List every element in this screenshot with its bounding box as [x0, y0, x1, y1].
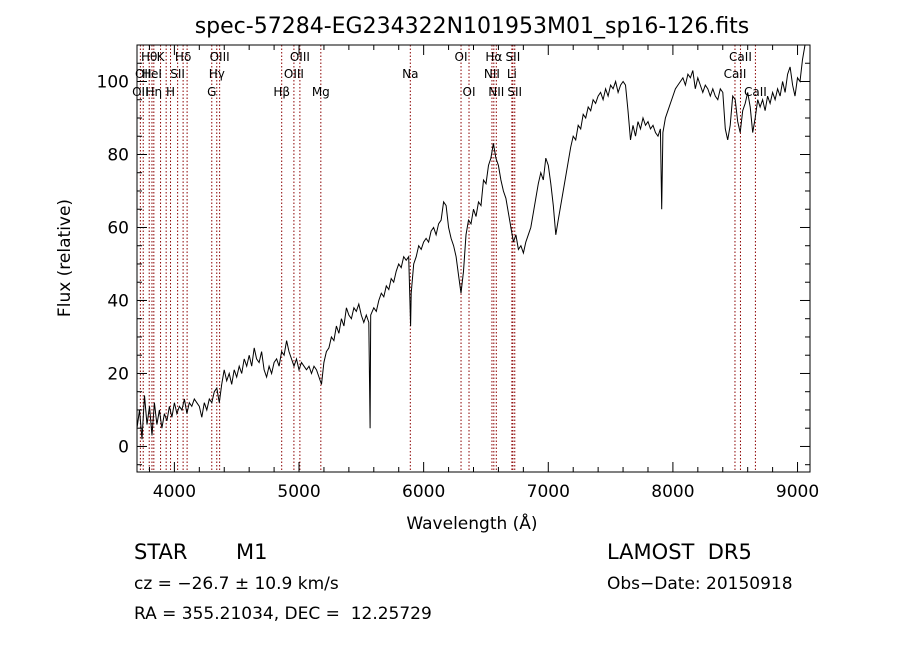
line-label: OIII — [210, 50, 230, 64]
line-label: OIII — [290, 50, 310, 64]
line-label: SII — [170, 67, 185, 81]
survey-name: LAMOST DR5 — [607, 540, 752, 564]
x-tick-label: 8000 — [651, 482, 694, 502]
line-label: OI — [455, 50, 468, 64]
sky-coordinates: RA = 355.21034, DEC = 12.25729 — [134, 604, 432, 624]
line-label: OI — [463, 85, 476, 99]
x-tick-label: 9000 — [776, 482, 819, 502]
line-label: SII — [507, 85, 522, 99]
line-label: Hβ — [273, 85, 290, 99]
line-label: CaII — [729, 50, 752, 64]
line-label: NII — [488, 85, 504, 99]
y-tick-label: 20 — [107, 364, 129, 384]
line-label: Hγ — [209, 67, 225, 81]
line-label: Hα — [485, 50, 502, 64]
chart-title: spec-57284-EG234322N101953M01_sp16-126.f… — [195, 14, 750, 39]
y-tick-label: 60 — [107, 218, 129, 238]
x-tick-label: 4000 — [153, 482, 196, 502]
line-label: K — [157, 50, 166, 64]
line-label: Hη — [146, 85, 163, 99]
spectral-line-labels: OII OII Hθ HeI Hη K H SII Hδ G Hγ OIII Hβ OIII OIII Mg N… — [132, 50, 767, 99]
line-label: Li — [507, 67, 517, 81]
y-tick-label: 40 — [107, 291, 129, 311]
y-tick-label: 80 — [107, 145, 129, 165]
line-label: CaII — [724, 67, 747, 81]
line-label: SII — [506, 50, 521, 64]
x-axis-label: Wavelength (Å) — [406, 512, 537, 534]
x-tick-label: 6000 — [402, 482, 445, 502]
line-label: Mg — [312, 85, 330, 99]
line-label: G — [207, 85, 216, 99]
x-tick-label: 7000 — [527, 482, 570, 502]
x-tick-label: 5000 — [277, 482, 320, 502]
y-tick-label: 100 — [97, 72, 129, 92]
axis-ticks: 4000 5000 6000 7000 8000 9000 0 20 40 60 80 100 — [97, 44, 819, 502]
line-label: OII — [132, 85, 149, 99]
observation-date: Obs−Date: 20150918 — [607, 574, 793, 594]
line-label: H — [166, 85, 175, 99]
line-label: OIII — [284, 67, 304, 81]
y-tick-label: 0 — [118, 437, 129, 457]
spectral-line-markers — [139, 45, 756, 472]
line-label: Na — [402, 67, 418, 81]
line-label: Hδ — [175, 50, 191, 64]
spectrum-series-line — [136, 44, 806, 440]
object-class: STAR — [134, 540, 188, 564]
object-subclass: M1 — [236, 540, 268, 564]
line-label: Hθ — [141, 50, 157, 64]
redshift-velocity: cz = −26.7 ± 10.9 km/s — [134, 574, 339, 594]
plot-frame — [136, 44, 811, 473]
y-axis-label: Flux (relative) — [55, 199, 75, 317]
line-label: HeI — [142, 67, 162, 81]
line-label: NII — [484, 67, 500, 81]
line-label: OII — [135, 67, 152, 81]
line-label: CaII — [744, 85, 767, 99]
